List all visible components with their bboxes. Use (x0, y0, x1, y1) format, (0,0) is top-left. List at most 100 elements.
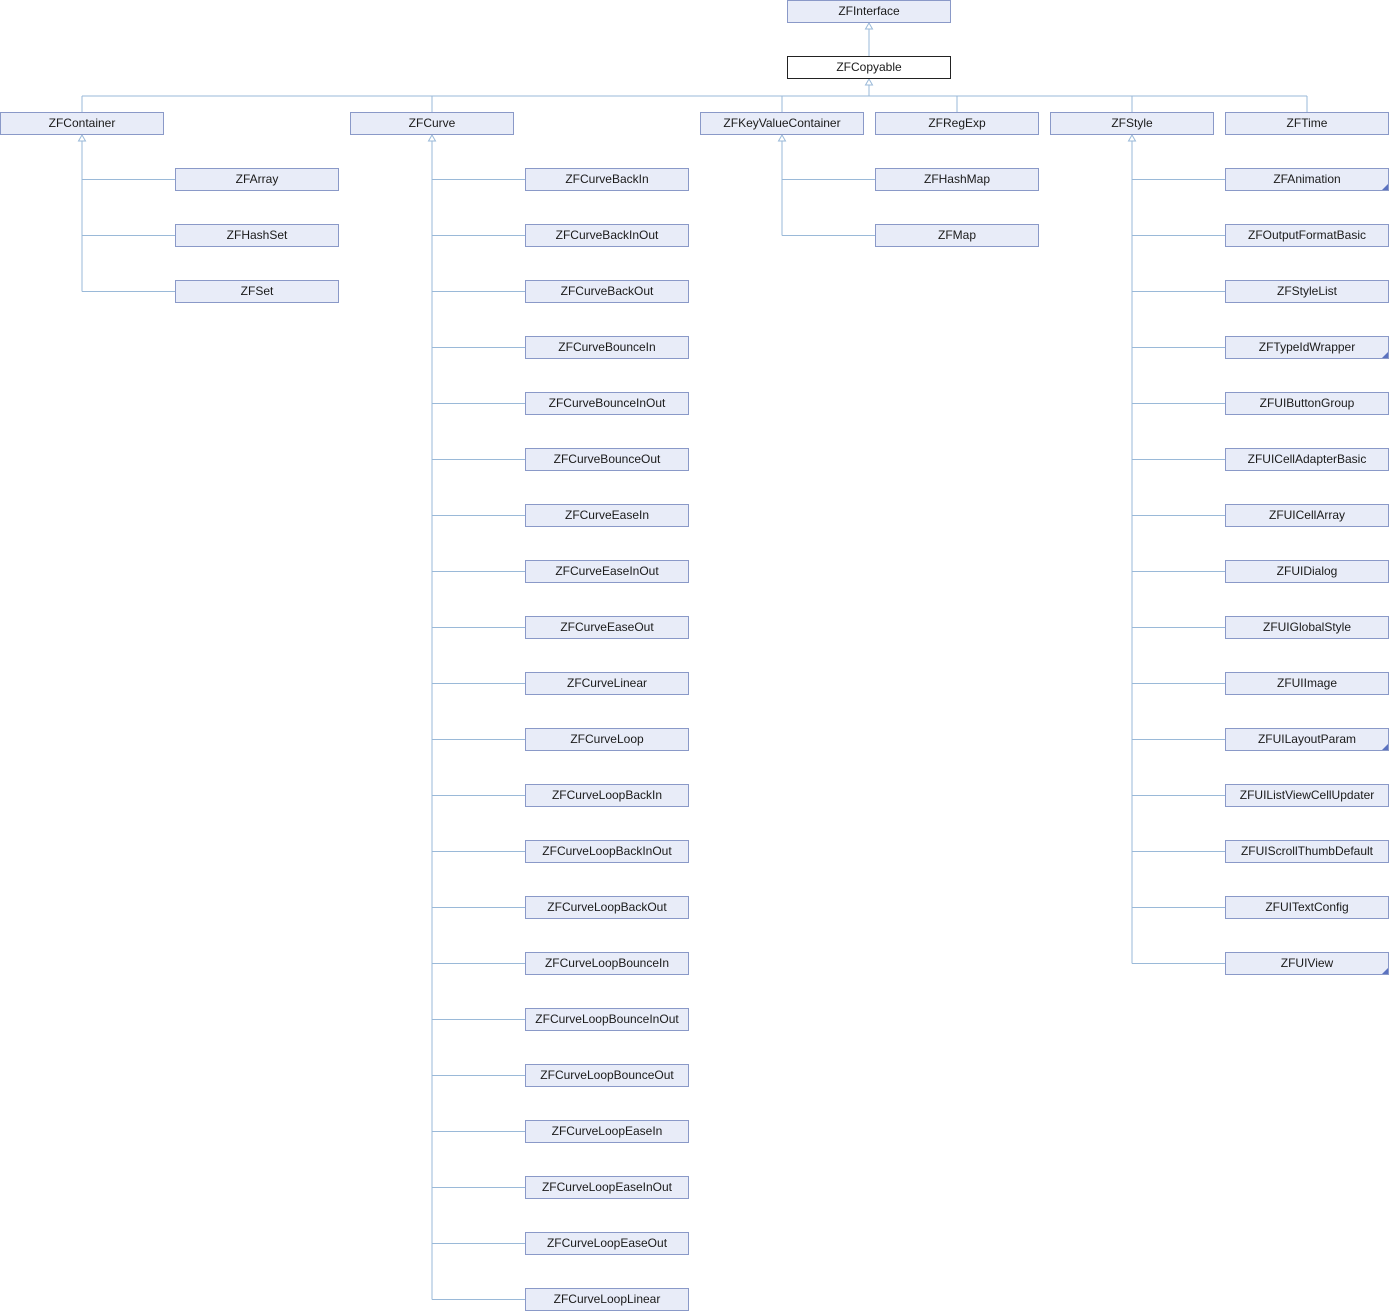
node-zfuilayoutparam[interactable]: ZFUILayoutParam (1225, 728, 1389, 751)
node-label: ZFCurveLoop (570, 732, 644, 746)
node-zfcurvebackin[interactable]: ZFCurveBackIn (525, 168, 689, 191)
node-label: ZFStyle (1111, 116, 1153, 130)
node-zfhashset[interactable]: ZFHashSet (175, 224, 339, 247)
node-label: ZFArray (235, 172, 279, 186)
node-label: ZFRegExp (928, 116, 986, 130)
node-zfmap[interactable]: ZFMap (875, 224, 1039, 247)
node-zfcurveloopbackinout[interactable]: ZFCurveLoopBackInOut (525, 840, 689, 863)
node-zfcurvelinear[interactable]: ZFCurveLinear (525, 672, 689, 695)
node-zfuibuttongroup[interactable]: ZFUIButtonGroup (1225, 392, 1389, 415)
node-zftime[interactable]: ZFTime (1225, 112, 1389, 135)
node-zfcurveeaseout[interactable]: ZFCurveEaseOut (525, 616, 689, 639)
node-label: ZFCurve (408, 116, 456, 130)
node-label: ZFUIListViewCellUpdater (1239, 788, 1375, 802)
node-zfcurveeaseinout[interactable]: ZFCurveEaseInOut (525, 560, 689, 583)
node-zfcurveloop[interactable]: ZFCurveLoop (525, 728, 689, 751)
node-zfuiview[interactable]: ZFUIView (1225, 952, 1389, 975)
node-zfcontainer[interactable]: ZFContainer (0, 112, 164, 135)
node-label: ZFHashSet (226, 228, 288, 242)
node-zfstyle[interactable]: ZFStyle (1050, 112, 1214, 135)
node-zfuilistviewcellupdater[interactable]: ZFUIListViewCellUpdater (1225, 784, 1389, 807)
node-label: ZFCurveLoopBackInOut (542, 844, 672, 858)
node-zfuicellarray[interactable]: ZFUICellArray (1225, 504, 1389, 527)
node-label: ZFMap (937, 228, 976, 242)
node-label: ZFUIButtonGroup (1259, 396, 1355, 410)
node-zfcurve[interactable]: ZFCurve (350, 112, 514, 135)
node-zfcurvelooplinear[interactable]: ZFCurveLoopLinear (525, 1288, 689, 1311)
arrow-zfcurve (427, 134, 437, 142)
node-label: ZFKeyValueContainer (723, 116, 841, 130)
node-zfcurvebounceinout[interactable]: ZFCurveBounceInOut (525, 392, 689, 415)
node-label: ZFCurveBackOut (560, 284, 654, 298)
node-label: ZFCurveLoopBounceInOut (535, 1012, 679, 1026)
node-label: ZFUIGlobalStyle (1262, 620, 1352, 634)
node-label: ZFUITextConfig (1265, 900, 1349, 914)
node-zfcurvebouncein[interactable]: ZFCurveBounceIn (525, 336, 689, 359)
node-zfinterface[interactable]: ZFInterface (787, 0, 951, 23)
node-label: ZFCurveLoopBounceOut (540, 1068, 674, 1082)
arrow-zfcopyable (864, 78, 874, 86)
node-zfstylelist[interactable]: ZFStyleList (1225, 280, 1389, 303)
node-zfcurveloopeaseinout[interactable]: ZFCurveLoopEaseInOut (525, 1176, 689, 1199)
node-zfcurveloopbackin[interactable]: ZFCurveLoopBackIn (525, 784, 689, 807)
node-label: ZFCurveBounceIn (558, 340, 656, 354)
node-zfuidialog[interactable]: ZFUIDialog (1225, 560, 1389, 583)
node-label: ZFCurveLoopEaseOut (546, 1236, 668, 1250)
node-label: ZFUICellAdapterBasic (1247, 452, 1367, 466)
node-label: ZFCurveBounceInOut (548, 396, 666, 410)
node-zfarray[interactable]: ZFArray (175, 168, 339, 191)
node-label: ZFCurveEaseIn (564, 508, 650, 522)
node-zfuicelladapterbasic[interactable]: ZFUICellAdapterBasic (1225, 448, 1389, 471)
node-label: ZFUILayoutParam (1257, 732, 1357, 746)
arrow-zfkeyvaluecontainer (777, 134, 787, 142)
node-zfcurveeasein[interactable]: ZFCurveEaseIn (525, 504, 689, 527)
node-zfcurveloopbounceout[interactable]: ZFCurveLoopBounceOut (525, 1064, 689, 1087)
node-label: ZFTime (1286, 116, 1328, 130)
node-label: ZFCurveLoopLinear (553, 1292, 661, 1306)
node-zfset[interactable]: ZFSet (175, 280, 339, 303)
node-label: ZFCurveBounceOut (553, 452, 661, 466)
node-label: ZFTypeIdWrapper (1258, 340, 1356, 354)
node-zfcurveloopbackout[interactable]: ZFCurveLoopBackOut (525, 896, 689, 919)
node-zftypeidwrapper[interactable]: ZFTypeIdWrapper (1225, 336, 1389, 359)
node-zfcopyable: ZFCopyable (787, 56, 951, 79)
node-zfregexp[interactable]: ZFRegExp (875, 112, 1039, 135)
node-label: ZFUICellArray (1268, 508, 1345, 522)
node-zfcurvebackout[interactable]: ZFCurveBackOut (525, 280, 689, 303)
node-label: ZFCurveEaseInOut (555, 564, 659, 578)
node-label: ZFUIView (1280, 956, 1334, 970)
more-descendants-icon (1382, 184, 1388, 190)
node-label: ZFHashMap (923, 172, 991, 186)
node-zfcurveloopeaseout[interactable]: ZFCurveLoopEaseOut (525, 1232, 689, 1255)
node-zfkeyvaluecontainer[interactable]: ZFKeyValueContainer (700, 112, 864, 135)
node-zfcurveloopeasein[interactable]: ZFCurveLoopEaseIn (525, 1120, 689, 1143)
node-zfanimation[interactable]: ZFAnimation (1225, 168, 1389, 191)
node-zfhashmap[interactable]: ZFHashMap (875, 168, 1039, 191)
node-zfoutputformatbasic[interactable]: ZFOutputFormatBasic (1225, 224, 1389, 247)
more-descendants-icon (1382, 968, 1388, 974)
node-label: ZFOutputFormatBasic (1247, 228, 1367, 242)
node-label: ZFCurveLoopEaseInOut (541, 1180, 673, 1194)
arrow-zfstyle (1127, 134, 1137, 142)
more-descendants-icon (1382, 744, 1388, 750)
node-zfcurvebounceout[interactable]: ZFCurveBounceOut (525, 448, 689, 471)
node-zfuiscrollthumbdefault[interactable]: ZFUIScrollThumbDefault (1225, 840, 1389, 863)
node-zfcurveloopbounceinout[interactable]: ZFCurveLoopBounceInOut (525, 1008, 689, 1031)
node-label: ZFCurveLinear (566, 676, 648, 690)
node-label: ZFUIImage (1276, 676, 1337, 690)
node-zfuitextconfig[interactable]: ZFUITextConfig (1225, 896, 1389, 919)
node-zfcurveloopbouncein[interactable]: ZFCurveLoopBounceIn (525, 952, 689, 975)
node-label: ZFUIDialog (1276, 564, 1338, 578)
node-label: ZFSet (240, 284, 274, 298)
node-label: ZFUIScrollThumbDefault (1240, 844, 1374, 858)
node-zfuiglobalstyle[interactable]: ZFUIGlobalStyle (1225, 616, 1389, 639)
node-label: ZFContainer (48, 116, 116, 130)
node-label: ZFCurveBackIn (565, 172, 649, 186)
node-zfuiimage[interactable]: ZFUIImage (1225, 672, 1389, 695)
node-zfcurvebackinout[interactable]: ZFCurveBackInOut (525, 224, 689, 247)
arrow-zfcontainer (77, 134, 87, 142)
more-descendants-icon (1382, 352, 1388, 358)
node-label: ZFCurveEaseOut (560, 620, 654, 634)
